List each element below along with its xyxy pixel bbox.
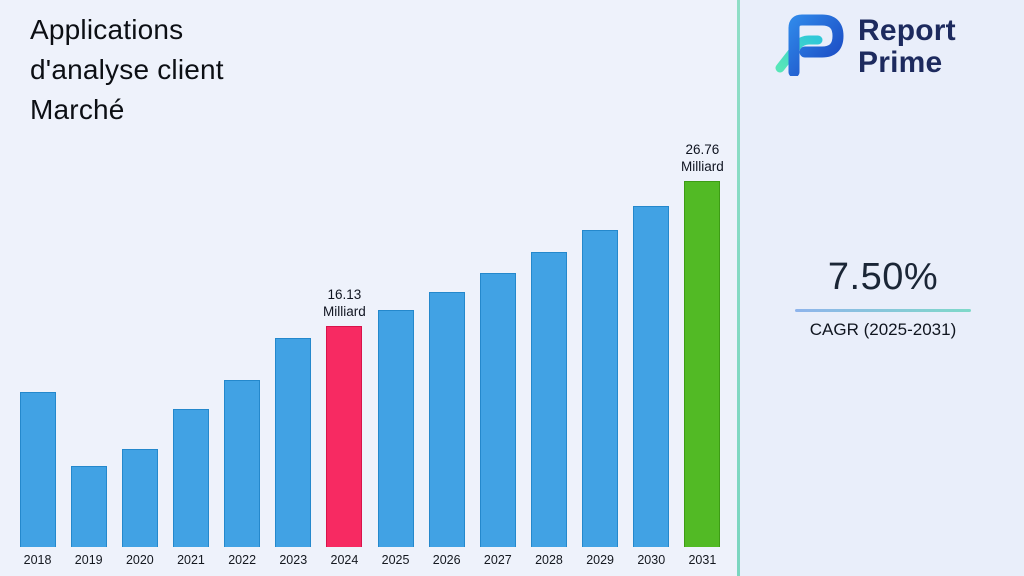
- bar-2025: [377, 310, 414, 547]
- logo-text-line2: Prime: [858, 45, 943, 79]
- bar-cell-2027: 2027: [472, 172, 523, 568]
- year-label-2022: 2022: [228, 553, 257, 567]
- bar-2029: [582, 230, 619, 547]
- cagr-underline: [795, 309, 971, 312]
- cagr-label: CAGR (2025-2031): [809, 320, 957, 339]
- bar-cell-2020: 2020: [114, 172, 165, 568]
- bar-2031: [684, 181, 721, 547]
- year-label-2019: 2019: [74, 553, 103, 567]
- bar-cell-2031: 26.76 Milliard 2031: [677, 142, 728, 568]
- bar-2024: [326, 326, 363, 547]
- bar-2030: [633, 206, 670, 547]
- cagr-block: 7.50% CAGR (2025-2031): [792, 256, 974, 340]
- year-label-2021: 2021: [177, 553, 205, 567]
- bar-cell-2024: 16.13 Milliard 2024: [319, 172, 370, 568]
- bar-cell-2025: 2025: [370, 172, 421, 568]
- bar-annotation-2024: 16.13 Milliard: [323, 287, 366, 319]
- bar-chart: 2018 2019 2020 2021 2022 2023 16.13 Milliard 20…: [12, 142, 728, 568]
- year-label-2028: 2028: [535, 553, 563, 567]
- bar-cell-2030: 2030: [626, 172, 677, 568]
- year-label-2026: 2026: [432, 553, 461, 567]
- bar-annotation-2031: 26.76 Milliard: [681, 142, 724, 174]
- bar-cell-2022: 2022: [217, 172, 268, 568]
- bar-cell-2028: 2028: [523, 172, 574, 568]
- year-label-2030: 2030: [637, 553, 666, 567]
- bar-2021: [172, 409, 209, 547]
- bar-2020: [121, 449, 158, 547]
- bars: 2018 2019 2020 2021 2022 2023 16.13 Milliard 20…: [12, 142, 728, 568]
- bar-2027: [479, 273, 516, 547]
- cagr-value: 7.50%: [827, 256, 939, 298]
- right-panel: [740, 0, 1024, 576]
- bar-2026: [428, 292, 465, 547]
- page-title: Applications d'analyse client Marché: [30, 14, 224, 125]
- bar-2018: [19, 392, 56, 547]
- logo-text-line1: Report: [858, 13, 956, 47]
- bar-2019: [70, 466, 107, 547]
- year-label-2018: 2018: [23, 553, 52, 567]
- bar-cell-2019: 2019: [63, 172, 114, 568]
- bar-2023: [275, 338, 312, 547]
- year-label-2031: 2031: [688, 553, 717, 567]
- bar-2022: [224, 380, 261, 547]
- logo-text: Report Prime: [858, 13, 956, 79]
- bar-cell-2023: 2023: [268, 172, 319, 568]
- report-prime-logo-icon: [772, 12, 846, 81]
- year-label-2029: 2029: [586, 553, 615, 567]
- year-label-2027: 2027: [483, 553, 512, 567]
- bar-cell-2021: 2021: [165, 172, 216, 568]
- year-label-2024: 2024: [330, 553, 359, 567]
- year-label-2025: 2025: [381, 553, 410, 567]
- year-label-2023: 2023: [279, 553, 308, 567]
- year-label-2020: 2020: [125, 553, 154, 567]
- bar-cell-2029: 2029: [575, 172, 626, 568]
- vertical-divider: [737, 0, 740, 576]
- bar-2028: [530, 252, 567, 547]
- report-prime-logo: Report Prime: [772, 12, 956, 81]
- bar-cell-2026: 2026: [421, 172, 472, 568]
- bar-cell-2018: 2018: [12, 172, 63, 568]
